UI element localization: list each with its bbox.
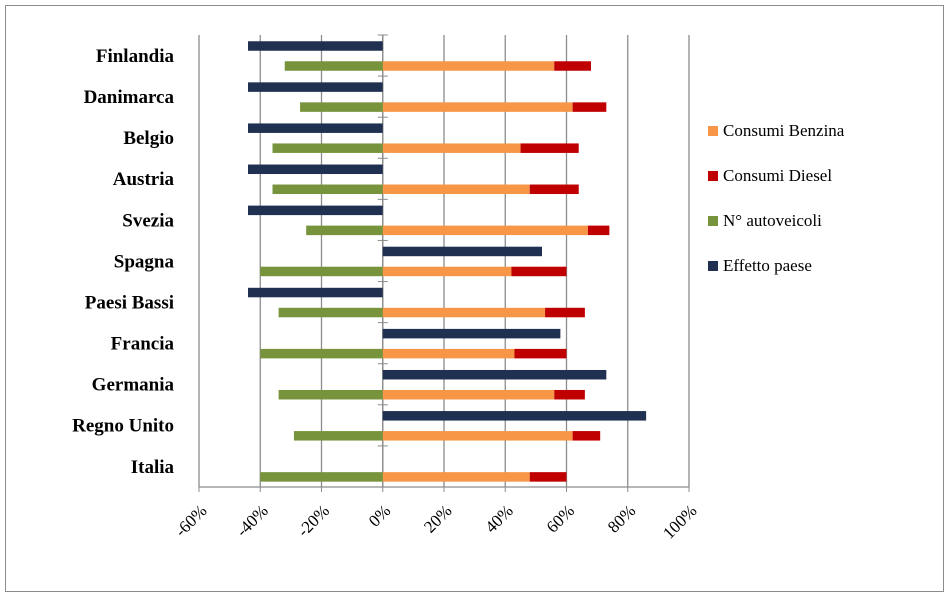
bar: [248, 41, 383, 51]
legend-swatch: [708, 171, 718, 181]
bar: [272, 143, 383, 153]
bar: [382, 184, 530, 195]
bar: [382, 307, 546, 318]
bar: [248, 164, 383, 175]
bar: [260, 266, 383, 277]
bar: [511, 266, 567, 277]
y-tick-label: Paesi Bassi: [85, 292, 174, 313]
bar: [260, 472, 383, 482]
bar: [306, 225, 383, 236]
bar: [300, 102, 383, 112]
y-tick-label: Italia: [131, 457, 175, 478]
bar: [248, 287, 383, 298]
legend-swatch: [708, 126, 718, 136]
bar: [554, 61, 591, 71]
y-tick-label: Austria: [113, 169, 175, 190]
bar: [382, 61, 555, 71]
y-tick-label: Francia: [111, 334, 175, 355]
y-tick-label: Finlandia: [96, 46, 175, 67]
bar: [382, 369, 607, 380]
bar: [248, 205, 383, 216]
bar: [248, 123, 383, 133]
y-tick-label: Germania: [92, 375, 175, 396]
bar: [529, 472, 567, 482]
bar: [545, 307, 585, 318]
legend-label: Consumi Diesel: [723, 166, 832, 185]
y-tick-label: Svezia: [122, 210, 174, 231]
y-tick-label: Regno Unito: [72, 416, 174, 437]
legend-label: N° autoveicoli: [723, 211, 822, 230]
legend-swatch: [708, 261, 718, 271]
legend-label: Effetto paese: [723, 256, 812, 275]
bar: [248, 82, 383, 92]
bar: [382, 348, 515, 359]
bar: [382, 143, 521, 153]
bar: [520, 143, 579, 153]
bar: [382, 246, 542, 257]
y-tick-label: Spagna: [114, 251, 175, 272]
bar: [382, 328, 561, 339]
bar: [382, 472, 530, 482]
legend-swatch: [708, 216, 718, 226]
bar: [554, 389, 585, 400]
bar: [278, 307, 383, 318]
bar: [572, 102, 607, 112]
bar: [382, 389, 555, 400]
bar: [260, 348, 383, 359]
y-tick-label: Belgio: [123, 128, 174, 149]
bar: [529, 184, 579, 195]
bar: [278, 389, 383, 400]
bar: [284, 61, 383, 71]
bar: [572, 431, 601, 441]
bar: [382, 431, 573, 441]
bar: [382, 225, 588, 236]
y-tick-label: Danimarca: [84, 87, 175, 108]
bar: [587, 225, 610, 236]
bar: [382, 102, 573, 112]
bar: [382, 266, 512, 277]
legend-label: Consumi Benzina: [723, 121, 845, 140]
bar: [514, 348, 567, 359]
bar: [293, 431, 383, 441]
bar: [272, 184, 383, 195]
bar: [382, 411, 647, 421]
